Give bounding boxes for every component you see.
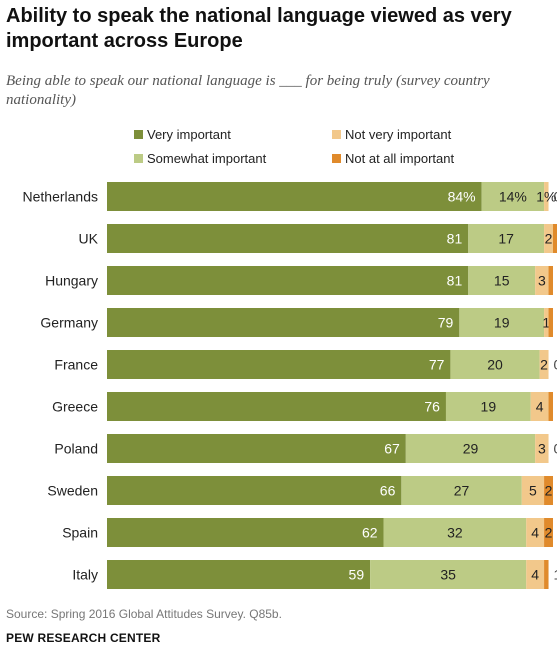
value-label-netherlands-not-at-all-important: 0% (554, 189, 557, 205)
bar-france-very-important (107, 350, 451, 379)
bar-france-not-very-important (539, 350, 549, 379)
value-label-netherlands-very-important: 84% (448, 189, 476, 205)
bar-hungary-somewhat-important (468, 266, 536, 295)
value-label-spain-very-important: 62 (362, 525, 378, 541)
value-label-sweden-not-very-important: 5 (529, 483, 537, 499)
value-label-hungary-not-very-important: 3 (538, 273, 546, 289)
value-label-france-very-important: 77 (429, 357, 445, 373)
value-label-france-somewhat-important: 20 (487, 357, 503, 373)
value-label-poland-not-at-all-important: 0 (554, 441, 557, 457)
value-label-poland-very-important: 67 (384, 441, 400, 457)
bar-sweden-not-at-all-important (544, 476, 553, 505)
category-label-greece: Greece (52, 399, 98, 415)
value-label-italy-somewhat-important: 35 (440, 567, 456, 583)
bar-germany-very-important (107, 308, 460, 337)
value-label-germany-somewhat-important: 19 (494, 315, 510, 331)
bar-uk-not-very-important (544, 224, 553, 253)
bar-hungary-not-at-all-important (548, 266, 553, 295)
category-label-uk: UK (79, 231, 99, 247)
bar-italy-not-at-all-important (544, 560, 549, 589)
value-label-poland-somewhat-important: 29 (463, 441, 479, 457)
bar-poland-very-important (107, 434, 406, 463)
legend-label-not-at-all-important: Not at all important (345, 151, 455, 166)
category-label-spain: Spain (62, 525, 98, 541)
value-label-france-not-very-important: 2 (540, 357, 548, 373)
bar-greece-somewhat-important (445, 392, 531, 421)
bar-poland-somewhat-important (405, 434, 536, 463)
bar-netherlands-not-very-important (544, 182, 549, 211)
bar-poland-not-very-important (535, 434, 549, 463)
bar-uk-very-important (107, 224, 469, 253)
legend-swatch-not-very-important (332, 130, 341, 139)
bar-germany-not-at-all-important (548, 308, 553, 337)
value-label-sweden-not-at-all-important: 2 (545, 483, 553, 499)
value-label-italy-not-at-all-important: 1 (554, 567, 557, 583)
bar-france-somewhat-important (450, 350, 540, 379)
value-label-spain-somewhat-important: 32 (447, 525, 463, 541)
category-label-sweden: Sweden (47, 483, 98, 499)
category-label-poland: Poland (54, 441, 98, 457)
category-label-germany: Germany (40, 315, 98, 331)
value-label-italy-very-important: 59 (349, 567, 365, 583)
bar-spain-somewhat-important (383, 518, 527, 547)
value-label-germany-not-very-important: 1 (542, 315, 550, 331)
chart-legend: Very important Not very important Somewh… (0, 126, 557, 170)
bar-greece-not-at-all-important (548, 392, 553, 421)
bar-netherlands-very-important (107, 182, 482, 211)
chart-title: Ability to speak the national language v… (6, 5, 512, 52)
value-label-greece-not-very-important: 4 (536, 399, 544, 415)
category-label-france: France (54, 357, 98, 373)
category-label-italy: Italy (72, 567, 98, 583)
category-label-hungary: Hungary (45, 273, 98, 289)
value-label-france-not-at-all-important: 0 (554, 357, 557, 373)
value-label-netherlands-not-very-important: 1% (536, 189, 556, 205)
bar-greece-not-very-important (530, 392, 549, 421)
value-label-poland-not-very-important: 3 (538, 441, 546, 457)
legend-label-somewhat-important: Somewhat important (147, 151, 267, 166)
value-label-italy-not-very-important: 4 (531, 567, 539, 583)
bar-greece-very-important (107, 392, 446, 421)
bar-germany-not-very-important (544, 308, 549, 337)
bar-sweden-very-important (107, 476, 402, 505)
bar-spain-not-at-all-important (544, 518, 553, 547)
value-label-netherlands-somewhat-important: 14% (499, 189, 527, 205)
bar-italy-very-important (107, 560, 371, 589)
source-note: Source: Spring 2016 Global Attitudes Sur… (6, 607, 282, 621)
bar-netherlands-somewhat-important (481, 182, 545, 211)
value-label-sweden-somewhat-important: 27 (454, 483, 470, 499)
value-label-germany-very-important: 79 (438, 315, 454, 331)
value-label-sweden-very-important: 66 (380, 483, 396, 499)
bar-uk-not-at-all-important (553, 224, 557, 253)
bar-germany-somewhat-important (459, 308, 545, 337)
chart-subtitle: Being able to speak our national languag… (6, 73, 490, 108)
legend-swatch-somewhat-important (134, 154, 143, 163)
value-label-spain-not-very-important: 4 (531, 525, 539, 541)
bar-hungary-very-important (107, 266, 469, 295)
legend-label-very-important: Very important (147, 127, 231, 142)
bar-uk-somewhat-important (468, 224, 545, 253)
bar-italy-somewhat-important (370, 560, 527, 589)
category-label-netherlands: Netherlands (23, 189, 99, 205)
value-label-uk-somewhat-important: 17 (498, 231, 514, 247)
legend-label-not-very-important: Not very important (345, 127, 452, 142)
bar-spain-not-very-important (526, 518, 545, 547)
bar-hungary-not-very-important (535, 266, 549, 295)
value-label-hungary-somewhat-important: 15 (494, 273, 510, 289)
value-label-greece-very-important: 76 (424, 399, 440, 415)
bar-sweden-somewhat-important (401, 476, 522, 505)
value-label-uk-very-important: 81 (447, 231, 463, 247)
value-label-hungary-very-important: 81 (447, 273, 463, 289)
stacked-bar-chart: Netherlands84%14%1%0%UK811721Hungary8115… (23, 182, 557, 589)
bar-sweden-not-very-important (521, 476, 545, 505)
value-label-uk-not-very-important: 2 (545, 231, 553, 247)
value-label-spain-not-at-all-important: 2 (545, 525, 553, 541)
legend-swatch-not-at-all-important (332, 154, 341, 163)
bar-italy-not-very-important (526, 560, 545, 589)
value-label-greece-somewhat-important: 19 (481, 399, 497, 415)
organization-credit: PEW RESEARCH CENTER (6, 631, 161, 645)
legend-swatch-very-important (134, 130, 143, 139)
bar-spain-very-important (107, 518, 384, 547)
